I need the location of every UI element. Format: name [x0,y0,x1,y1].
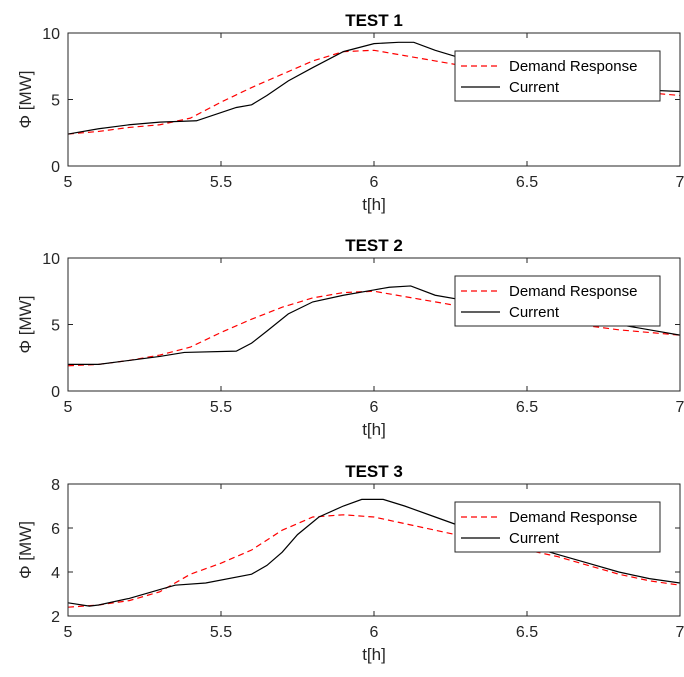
x-tick-label: 5 [64,174,73,191]
x-tick-label: 5.5 [210,399,232,416]
series-line-demand-response [68,514,680,608]
legend-label: Current [509,530,560,547]
x-tick-label: 5 [64,624,73,641]
x-tick-label: 6.5 [516,399,538,416]
x-tick-label: 5 [64,399,73,416]
legend-label: Current [509,79,560,96]
x-tick-label: 7 [676,399,684,416]
x-tick-label: 5.5 [210,624,232,641]
legend-label: Current [509,304,560,321]
series-line-demand-response [68,49,680,135]
y-tick-label: 6 [51,521,60,538]
chart-panel-3: 5 5.5 6 6.5 7 2 4 6 8 TEST 3 t[h] Φ [MW] Demand Resp… [16,462,684,664]
x-tick-label: 6 [370,399,379,416]
x-tick-label: 6 [370,174,379,191]
y-tick-label: 2 [51,609,60,626]
series-line-current [68,498,680,607]
legend-box [454,50,661,102]
y-tick-label: 0 [51,159,60,176]
y-tick-label: 0 [51,384,60,401]
legend: Demand Response Current [454,50,661,102]
x-tick-label: 5.5 [210,174,232,191]
y-tick-label: 5 [51,93,60,110]
x-tick-label: 6.5 [516,174,538,191]
y-axis-label: Φ [MW] [16,71,35,129]
x-tick-label: 7 [676,174,684,191]
legend-label: Demand Response [509,58,637,75]
legend-label: Demand Response [509,283,637,300]
chart-title: TEST 3 [345,462,403,481]
y-axis-label: Φ [MW] [16,296,35,354]
y-tick-label: 10 [42,251,60,268]
y-tick-label: 10 [42,26,60,43]
legend-box [454,275,661,327]
legend: Demand Response Current [454,275,661,327]
x-tick-label: 6 [370,624,379,641]
x-axis-label: t[h] [362,195,386,214]
chart-title: TEST 1 [345,11,403,30]
y-tick-label: 8 [51,477,60,494]
x-axis-label: t[h] [362,420,386,439]
y-axis-label: Φ [MW] [16,521,35,579]
legend: Demand Response Current [454,501,661,553]
x-tick-label: 6.5 [516,624,538,641]
y-tick-label: 5 [51,318,60,335]
legend-label: Demand Response [509,509,637,526]
y-tick-label: 4 [51,565,60,582]
x-tick-label: 7 [676,624,684,641]
chart-title: TEST 2 [345,236,403,255]
legend-box [454,501,661,553]
x-axis-label: t[h] [362,645,386,664]
